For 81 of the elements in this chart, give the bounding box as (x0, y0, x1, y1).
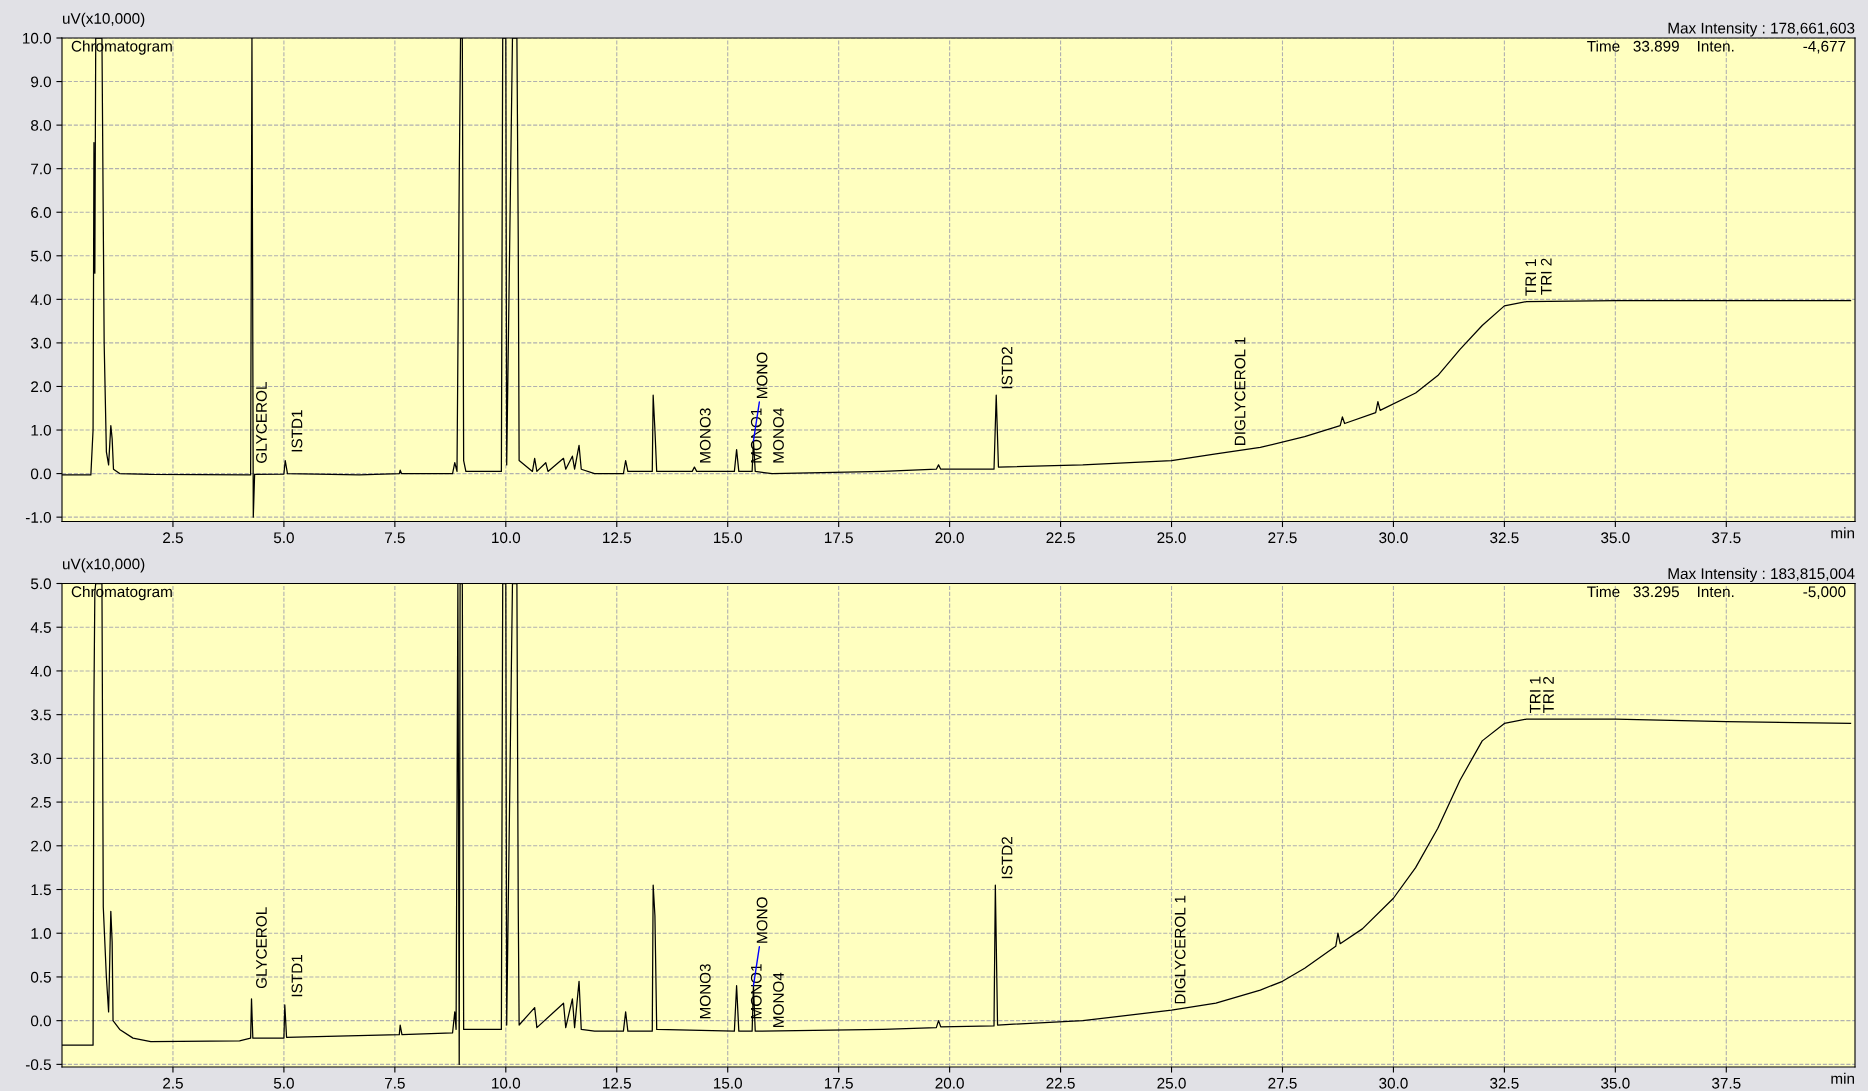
y-tick-label: 7.0 (31, 163, 51, 175)
y-tick-label: 3.0 (30, 753, 51, 765)
x-tick-label: 20.0 (935, 532, 964, 544)
y-tick-label: -0.5 (25, 1059, 51, 1071)
x-tick-label: 2.5 (163, 532, 183, 544)
x-tick-label: 7.5 (385, 1077, 405, 1089)
x-tick-label: 37.5 (1712, 532, 1741, 544)
x-tick-label: 25.0 (1157, 1077, 1186, 1089)
x-tick-label: 10.0 (492, 532, 521, 544)
y-tick-label: 4.0 (30, 665, 51, 677)
annotation: GLYCEROL (256, 382, 267, 463)
x-tick-label: 30.0 (1379, 532, 1408, 544)
x-tick-label: 15.0 (714, 532, 742, 544)
annotation: MONO (756, 897, 768, 943)
y-tick-label: 5.0 (30, 578, 51, 590)
x-tick-label: 5.0 (273, 532, 294, 544)
x-tick-label: 12.5 (603, 532, 631, 544)
x-tick-label: 30.0 (1379, 1077, 1408, 1089)
annotation: DIGLYCEROL 1 (1234, 337, 1246, 445)
annotation: TRI 2 (1543, 676, 1554, 714)
y-tick-label: 1.5 (31, 884, 51, 896)
annotation: MONO3 (699, 964, 711, 1019)
annotation: TRI 1 (1529, 676, 1541, 714)
text: Max Intensity : 178,661,603 (1668, 22, 1855, 37)
x-tick-label: 27.5 (1268, 1077, 1297, 1089)
y-tick-label: 6.0 (31, 207, 51, 218)
x-tick-label: 15.0 (714, 1077, 742, 1089)
x-tick-label: 37.5 (1712, 1077, 1741, 1089)
annotation: GLYCEROL (256, 907, 267, 989)
y-tick-label: 5.0 (30, 250, 51, 262)
x-tick-label: 35.0 (1601, 532, 1630, 544)
x-tick-label: 7.5 (385, 532, 405, 544)
y-tick-label: 8.0 (31, 119, 51, 131)
x-tick-label: 32.5 (1490, 532, 1519, 544)
x-tick-label: 17.5 (824, 532, 853, 544)
y-tick-label: 3.0 (30, 337, 51, 349)
x-tick-label: 12.5 (603, 1077, 631, 1089)
y-tick-label: 0.0 (30, 1015, 51, 1027)
y-tick-label: 4.5 (30, 622, 51, 633)
annotation: MONO4 (773, 408, 784, 463)
y-tick-label: 2.0 (31, 840, 51, 852)
x-tick-label: 2.5 (163, 1077, 183, 1089)
annotation: TRI 2 (1540, 258, 1552, 295)
y-tick-label: 4.0 (30, 294, 51, 306)
x-tick-label: 35.0 (1601, 1077, 1630, 1089)
annotation: DIGLYCEROL 1 (1174, 895, 1186, 1004)
y-tick-label: 10.0 (23, 32, 51, 44)
annotation: TRI 1 (1525, 259, 1536, 296)
y-axis-title: uV(x10,000) (62, 558, 145, 573)
y-tick-label: 0.5 (30, 971, 51, 983)
x-tick-label: 17.5 (824, 1077, 853, 1089)
annotation: ISTD2 (1001, 347, 1013, 389)
x-axis-title: min (1831, 1072, 1855, 1084)
x-tick-label: 5.0 (273, 1077, 294, 1089)
y-tick-label: 2.0 (31, 381, 51, 393)
x-tick-label: 22.5 (1046, 1077, 1075, 1089)
y-tick-label: 1.0 (31, 928, 51, 939)
annotation: Time 33.899 Inten. -4,677 (1587, 40, 1846, 54)
y-tick-label: 3.5 (30, 709, 51, 721)
x-tick-label: 10.0 (492, 1077, 521, 1089)
annotation: MONO4 (773, 972, 784, 1027)
y-tick-label: 1.0 (31, 424, 51, 436)
annotation: Time 33.295 Inten. -5,000 (1587, 585, 1846, 599)
annotation: MONO3 (699, 408, 711, 463)
line-series (62, 583, 1852, 1066)
annotation: ISTD1 (291, 955, 303, 997)
x-tick-label: 20.0 (935, 1077, 964, 1089)
y-tick-label: 9.0 (31, 76, 51, 88)
annotation: ISTD2 (1001, 837, 1013, 879)
y-axis-title: uV(x10,000) (62, 12, 145, 27)
text: Max Intensity : 183,815,004 (1668, 567, 1855, 583)
y-tick-label: -1.0 (25, 512, 51, 523)
x-tick-label: 27.5 (1268, 532, 1297, 544)
x-tick-label: 25.0 (1157, 532, 1186, 544)
x-tick-label: 22.5 (1046, 532, 1075, 544)
annotation: ISTD1 (291, 410, 303, 452)
y-tick-label: 0.0 (30, 468, 51, 480)
x-tick-label: 32.5 (1490, 1077, 1519, 1089)
annotation: MONO (756, 352, 768, 398)
y-tick-label: 2.5 (31, 796, 51, 808)
x-axis-title: min (1831, 527, 1855, 539)
